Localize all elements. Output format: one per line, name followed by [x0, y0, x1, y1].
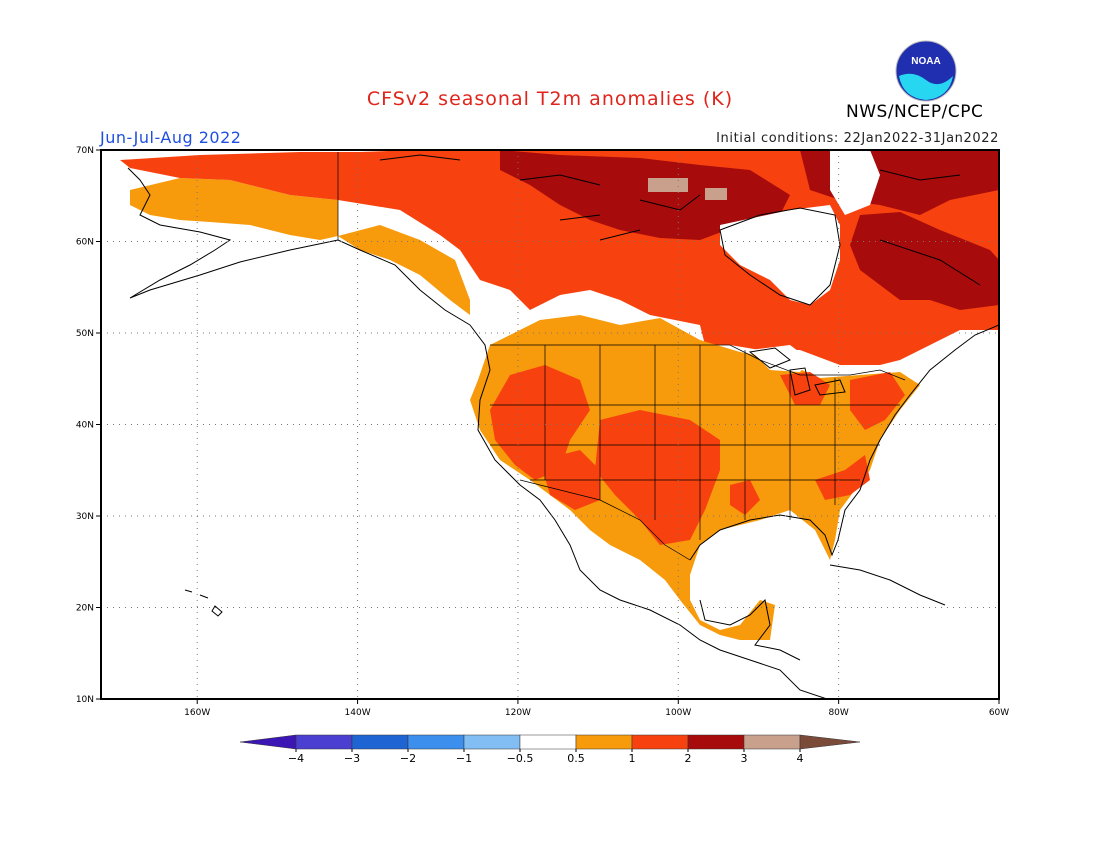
baffin-white: [830, 150, 880, 215]
lat-tick-label: 20N: [76, 604, 94, 614]
lon-tick-label: 80W: [828, 708, 848, 718]
coastlines: [127, 154, 999, 699]
colorbar-segment: [631, 734, 689, 750]
colorbar-label: 3: [741, 752, 748, 765]
canada-dark-red-area: [500, 150, 790, 240]
great-lakes: [748, 347, 846, 396]
cuba-outline: [829, 564, 946, 606]
colorbar-label: 0.5: [567, 752, 585, 765]
colorbar-label: −0.5: [507, 752, 534, 765]
northeast-red: [850, 372, 905, 430]
anomaly-layer: [101, 150, 999, 699]
lon-tick-label: 60W: [989, 708, 1009, 718]
lat-tick-label: 60N: [76, 238, 94, 248]
logo-text: NOAA: [911, 56, 940, 67]
colorbar-label: 4: [797, 752, 804, 765]
carolina-red: [815, 455, 870, 500]
colorbar-label: −4: [288, 752, 304, 765]
great-lakes-white: [750, 345, 810, 372]
us-state-grid: [490, 345, 900, 540]
tan-anomaly-patch-1: [648, 178, 688, 192]
lon-tick-label: 140W: [345, 708, 371, 718]
gulf-coast: [689, 324, 999, 561]
noaa-logo-icon: NOAA: [895, 40, 957, 102]
alaska-coast: [127, 167, 471, 326]
tan-anomaly-patch-2: [705, 188, 727, 200]
colorbar-label: 1: [629, 752, 636, 765]
lat-tick-label: 10N: [76, 695, 94, 705]
colorbar-segment: [575, 734, 633, 750]
lon-tick-label: 100W: [665, 708, 691, 718]
chart-title: CFSv2 seasonal T2m anomalies (K): [366, 88, 734, 110]
hawaii-outline: [184, 589, 223, 617]
colorbar-label: −2: [400, 752, 416, 765]
colorbar-label: −3: [344, 752, 360, 765]
colorbar-left-arrow: [239, 734, 297, 750]
us-canada-border: [490, 344, 906, 381]
colorbar-segment: [295, 734, 353, 750]
colorbar-segment: [743, 734, 801, 750]
colorbar-label: 2: [685, 752, 692, 765]
yucatan-coast: [699, 598, 801, 661]
lon-tick-label: 120W: [505, 708, 531, 718]
forecast-period: Jun-Jul-Aug 2022: [100, 128, 242, 147]
lon-tick-label: 160W: [184, 708, 210, 718]
lat-tick-label: 50N: [76, 329, 94, 339]
colorbar-label: −1: [456, 752, 472, 765]
colorbar-segment: [687, 734, 745, 750]
pacific-coast: [469, 324, 829, 699]
colorbar-segment: [407, 734, 465, 750]
quebec-dark-red-area: [850, 212, 999, 310]
agency-label: NWS/NCEP/CPC: [846, 102, 984, 122]
lat-tick-label: 70N: [76, 146, 94, 156]
initial-conditions: Initial conditions: 22Jan2022-31Jan2022: [716, 131, 999, 146]
colorbar-segment: [519, 734, 577, 750]
hudson-bay-white: [720, 205, 840, 305]
colorbar: −4 −3 −2 −1 −0.5 0.5 1 2 3 4: [239, 734, 861, 765]
hudson-coast: [719, 207, 841, 306]
us-mexico-border: [519, 479, 691, 561]
lat-tick-label: 30N: [76, 512, 94, 522]
great-basin-red: [490, 365, 590, 480]
colorbar-segment: [463, 734, 521, 750]
southern-plains-red: [595, 410, 720, 545]
state-borders: [337, 152, 906, 561]
axes: 160W 140W 120W 100W 80W 60W 10N 20N 30N 40N 50N 60N…: [76, 146, 1009, 718]
colorbar-right-arrow: [799, 734, 861, 750]
lat-tick-label: 40N: [76, 421, 94, 431]
alaska-orange-area: [130, 178, 470, 315]
arctic-islands: [379, 154, 981, 286]
bering-white: [101, 165, 150, 240]
colorbar-segment: [351, 734, 409, 750]
